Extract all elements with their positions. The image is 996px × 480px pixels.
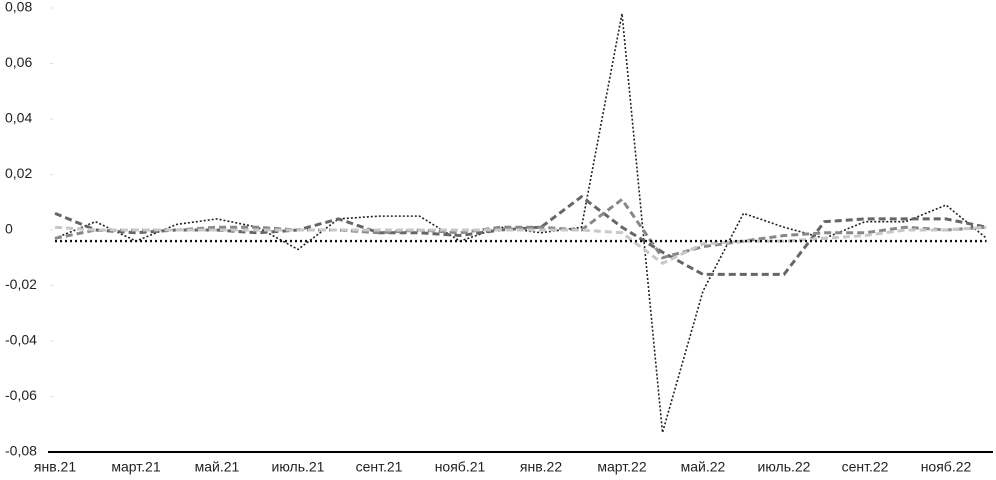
line-series (54, 13, 988, 433)
x-tick-label: нояб.22 (921, 459, 972, 475)
x-tick-label: сент.22 (842, 459, 889, 475)
x-tick-label: март.22 (597, 459, 646, 475)
x-tick-label: янв.21 (34, 459, 76, 475)
x-tick-label: июль.22 (758, 459, 811, 475)
line-series (54, 197, 987, 260)
x-tick-label: май.22 (681, 459, 726, 475)
y-tick-label: 0 (5, 221, 13, 237)
x-tick-label: сент.21 (356, 459, 403, 475)
x-tick-label: нояб.21 (435, 459, 486, 475)
y-tick-label: -0,08 (5, 443, 37, 459)
y-tick-label: -0,04 (5, 332, 37, 348)
line-series (54, 225, 987, 266)
y-tick-label: 0,04 (5, 110, 32, 126)
y-tick-label: 0,08 (5, 0, 32, 15)
x-tick-label: янв.22 (520, 459, 562, 475)
x-tick-label: май.21 (195, 459, 240, 475)
y-tick-label: -0,06 (5, 387, 37, 403)
y-tick-label: -0,02 (5, 276, 37, 292)
y-tick-label: 0,02 (5, 165, 32, 181)
x-tick-label: июль.21 (272, 459, 325, 475)
y-tick-label: 0,06 (5, 54, 32, 70)
x-tick-label: март.21 (111, 459, 160, 475)
